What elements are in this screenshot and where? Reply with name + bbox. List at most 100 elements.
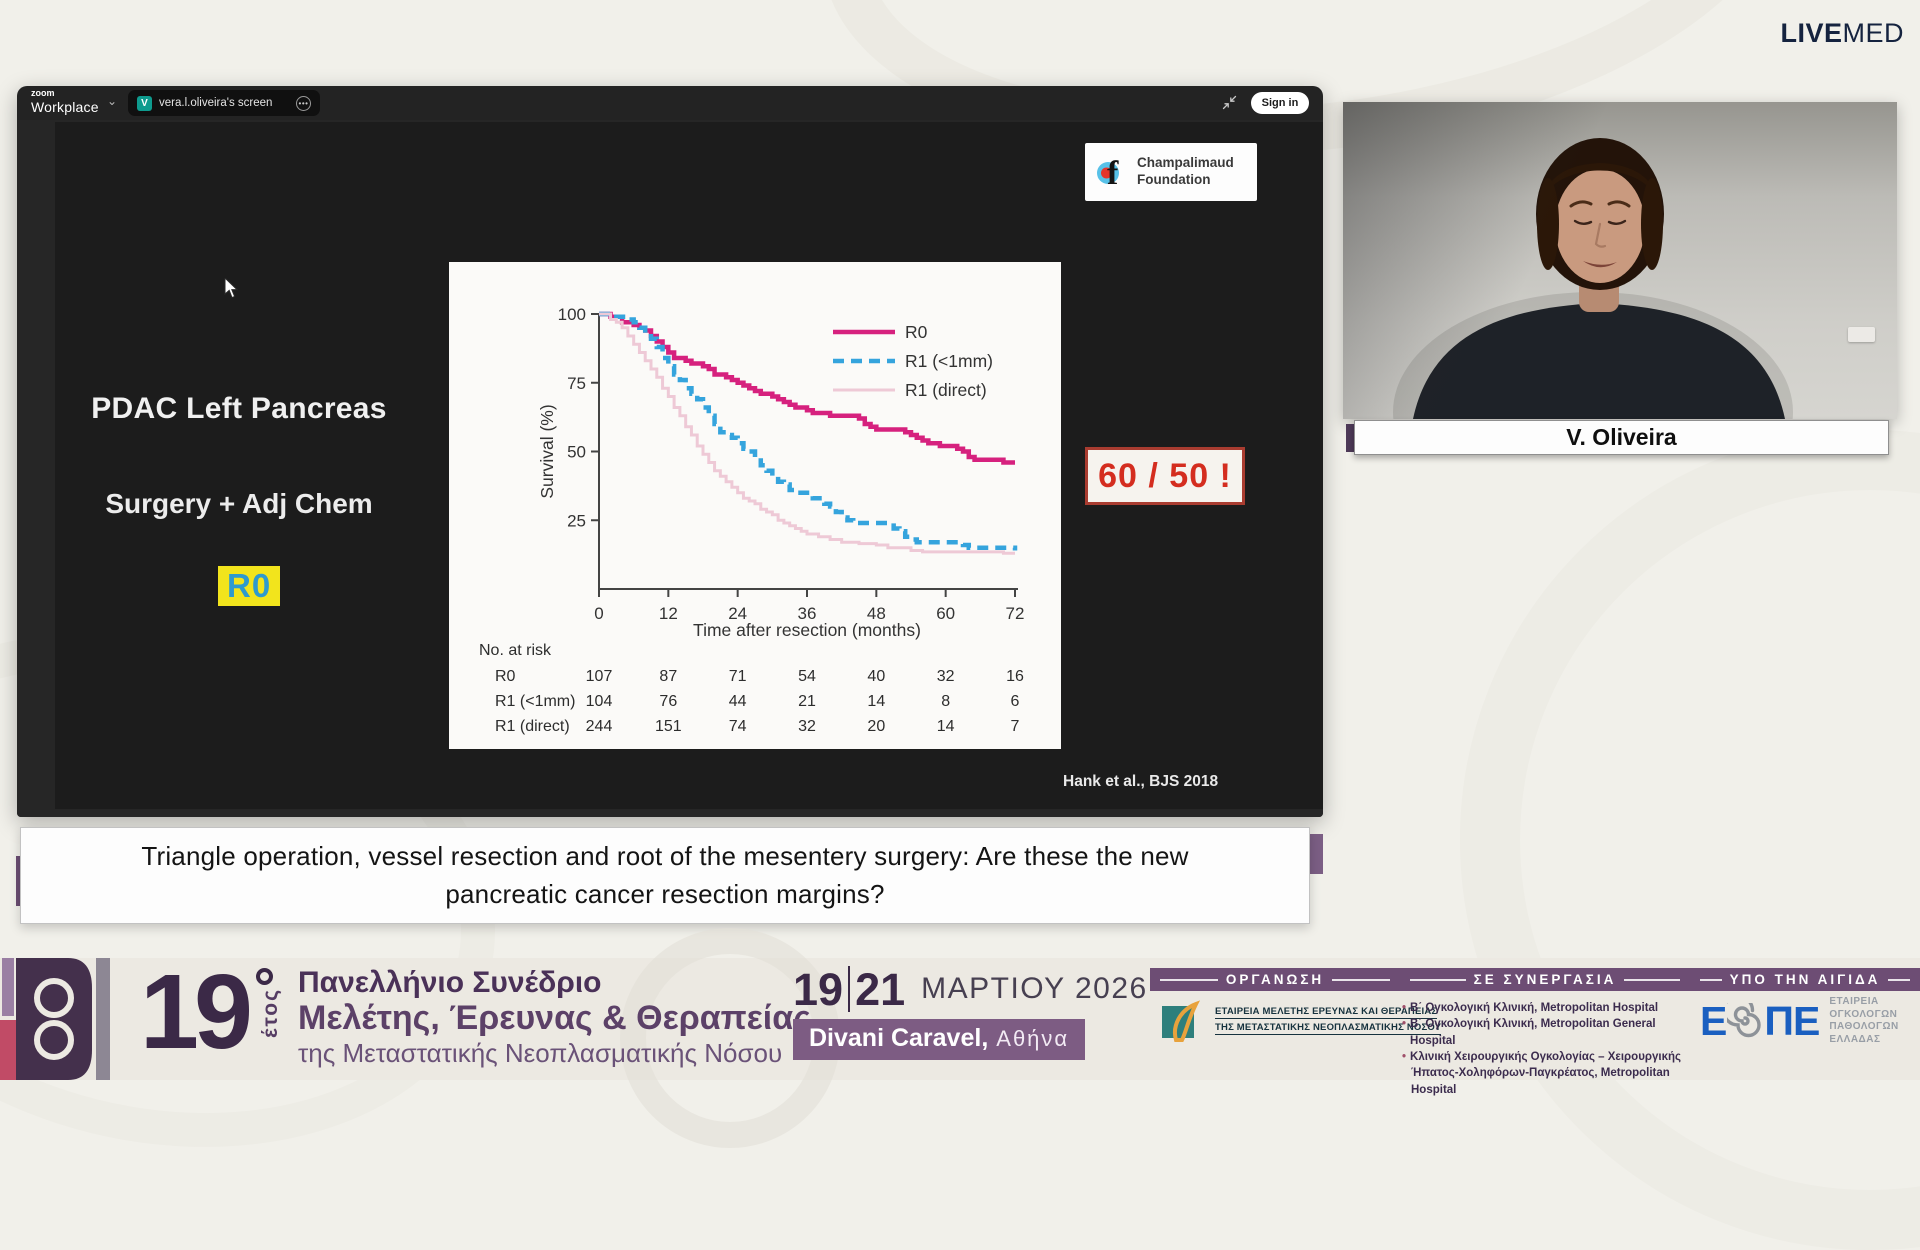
risk-table-cell: 74 xyxy=(728,718,747,735)
collapse-window-icon[interactable] xyxy=(1222,95,1237,110)
svg-text:72: 72 xyxy=(1006,604,1025,623)
svg-text:25: 25 xyxy=(567,511,586,530)
risk-table-cell: 151 xyxy=(654,718,682,735)
speaker-nameplate: V. Oliveira xyxy=(1354,420,1889,455)
risk-table-cell: R1 (<1mm) xyxy=(495,693,576,710)
date-day1: 19 xyxy=(793,963,844,1015)
more-options-icon[interactable]: ••• xyxy=(296,95,311,111)
svg-text:Survival (%): Survival (%) xyxy=(537,404,557,498)
risk-table-cell: R0 xyxy=(495,668,516,685)
svg-text:60: 60 xyxy=(936,604,955,623)
eope-org-name: ΕΤΑΙΡΕΙΑ ΟΓΚΟΛΟΓΩΝ ΠΑΘΟΛΟΓΩΝ ΕΛΛΑΔΑΣ xyxy=(1829,996,1898,1046)
screen-share-tab[interactable]: V vera.l.oliveira's screen ••• xyxy=(128,90,320,116)
date-day2: 21 xyxy=(855,963,906,1015)
risk-table-cell: 87 xyxy=(659,668,678,685)
venue-name: Divani Caravel, xyxy=(809,1024,989,1052)
risk-table-cell: 7 xyxy=(1010,718,1020,735)
chevron-down-icon[interactable]: ⌄ xyxy=(107,94,118,108)
eope-org-line: ΕΛΛΑΔΑΣ xyxy=(1829,1033,1881,1045)
video-vignette xyxy=(1343,102,1897,419)
shared-screen: f Champalimaud Foundation PDAC Left Panc… xyxy=(17,120,1323,817)
year-degree-mark xyxy=(255,968,273,985)
zoom-titlebar: zoom Workplace ⌄ V vera.l.oliveira's scr… xyxy=(17,86,1323,120)
svg-text:0: 0 xyxy=(594,604,603,623)
svg-text:50: 50 xyxy=(567,443,586,462)
venue-box: Divani Caravel, Αθήνα xyxy=(793,1019,1086,1060)
risk-table-cell: 6 xyxy=(1010,693,1020,710)
tab-title: vera.l.oliveira's screen xyxy=(159,97,273,109)
background-swirl xyxy=(1460,430,1920,1250)
annotation-60-50: 60 / 50 ! xyxy=(1085,447,1245,505)
eope-letter-e2: Ε xyxy=(1792,997,1820,1044)
kaplan-meier-chart: 100 75 50 25 0 12 24 36 48 60 72 Time after resecti… xyxy=(537,305,1025,640)
mouse-cursor xyxy=(224,278,239,299)
risk-table-cell: 40 xyxy=(867,668,886,685)
header-partnership: ΣΕ ΣΥΝΕΡΓΑΣΙΑ xyxy=(1400,968,1690,991)
talk-title-line2: pancreatic cancer resection margins? xyxy=(445,878,885,909)
risk-table-cell: 32 xyxy=(936,668,955,685)
risk-table-cell: No. at risk xyxy=(479,642,552,659)
speaker-portrait xyxy=(1393,138,1793,419)
congress-date: 19 21 ΜΑΡΤΙΟΥ 2026 Divani Caravel, Αθήνα xyxy=(793,966,1148,1060)
nameplate-accent xyxy=(1346,424,1356,452)
footer-header-band: ΟΡΓΑΝΩΣΗ ΣΕ ΣΥΝΕΡΓΑΣΙΑ ΥΠΟ ΤΗΝ ΑΙΓΙΔΑ xyxy=(1150,968,1920,991)
zoom-workplace-logo[interactable]: zoom Workplace xyxy=(31,88,99,115)
slide-heading: PDAC Left Pancreas xyxy=(91,392,387,425)
partnership-item: • Β΄ Ογκολογική Κλινική, Metropolitan Gen… xyxy=(1402,1018,1656,1047)
partnership-item: Ήπατος-Χοληφόρων-Παγκρέατος, Metropolita… xyxy=(1411,1067,1670,1096)
year-number: 19 xyxy=(140,953,253,1071)
svg-text:Time after resection (months): Time after resection (months) xyxy=(693,620,921,640)
venue-city: Αθήνα xyxy=(996,1026,1070,1051)
sign-in-button[interactable]: Sign in xyxy=(1251,92,1309,114)
header-organisation: ΟΡΓΑΝΩΣΗ xyxy=(1150,968,1400,991)
svg-text:75: 75 xyxy=(567,374,586,393)
svg-text:48: 48 xyxy=(867,604,886,623)
partnership-item: • Β΄ Ογκολογική Κλινική, Metropolitan Hos… xyxy=(1402,1002,1659,1014)
svg-text:12: 12 xyxy=(659,604,678,623)
risk-table-cell: 16 xyxy=(1006,668,1024,685)
risk-table-cell: 44 xyxy=(728,693,747,710)
year-word: έτος xyxy=(258,988,282,1039)
livemed-med: MED xyxy=(1842,18,1904,48)
risk-table-cell: 107 xyxy=(585,668,613,685)
risk-table-cell: R1 (direct) xyxy=(495,718,570,735)
svg-text:100: 100 xyxy=(558,305,586,324)
header-auspices: ΥΠΟ ΤΗΝ ΑΙΓΙΔΑ xyxy=(1690,968,1920,991)
conference-footer: 19 έτος Πανελλήνιο Συνέδριο Μελέτης, Έρε… xyxy=(0,928,1920,1148)
svg-text:R1 (<1mm): R1 (<1mm) xyxy=(905,351,993,371)
congress-year: 19 έτος xyxy=(140,953,283,1071)
speaker-video-feed xyxy=(1343,102,1897,419)
auspices-block: Ε Π Ε ΕΤΑΙΡΕΙΑ ΟΓΚΟΛΟΓΩΝ ΠΑΘΟΛΟΓΩΝ ΕΛΛΑΔΑΣ xyxy=(1700,996,1899,1046)
date-separator xyxy=(848,966,851,1012)
svg-text:R0: R0 xyxy=(905,322,928,342)
eope-org-line: ΠΑΘΟΛΟΓΩΝ xyxy=(1829,1021,1899,1032)
partnership-item: • Κλινική Χειρουργικής Ογκολογίας – Χειρο… xyxy=(1402,1050,1682,1063)
livemed-live: LIVE xyxy=(1780,18,1843,48)
eope-org-line: ΟΓΚΟΛΟΓΩΝ xyxy=(1829,1008,1898,1020)
talk-title-line1: Triangle operation, vessel resection and… xyxy=(141,841,1189,872)
champalimaud-logo: f Champalimaud Foundation xyxy=(1085,143,1257,201)
emethym-logo xyxy=(1162,1000,1201,1042)
svg-text:24: 24 xyxy=(728,604,747,623)
svg-text:f: f xyxy=(1107,155,1119,192)
congress-line2: Μελέτης, Έρευνας & Θεραπείας xyxy=(298,999,811,1037)
eope-letter-e1: Ε xyxy=(1700,997,1727,1044)
congress-title: Πανελλήνιο Συνέδριο Μελέτης, Έρευνας & Θ… xyxy=(298,966,811,1069)
risk-table-cell: 76 xyxy=(659,693,678,710)
eope-letter-pi: Π xyxy=(1764,997,1794,1044)
zoom-window: zoom Workplace ⌄ V vera.l.oliveira's scr… xyxy=(17,86,1323,817)
slide-subheading: Surgery + Adj Chem xyxy=(105,488,373,519)
organisation-line2: ΤΗΣ ΜΕΤΑΣΤΑΤΙΚΗΣ ΝΕΟΠΛΑΣΜΑΤΙΚΗΣ ΝΟΣΟΥ xyxy=(1215,1022,1442,1035)
partnership-list: • Β΄ Ογκολογική Κλινική, Metropolitan Hos… xyxy=(1402,1000,1702,1098)
risk-table-cell: 21 xyxy=(798,693,816,710)
congress-logo xyxy=(0,958,110,1080)
foundation-name-line1: Champalimaud xyxy=(1137,155,1234,171)
svg-text:36: 36 xyxy=(798,604,817,623)
livemed-logo: LIVEMED xyxy=(1780,18,1904,49)
risk-table-cell: 8 xyxy=(941,693,951,710)
risk-table-cell: 14 xyxy=(867,693,886,710)
champalimaud-cf-icon: f xyxy=(1097,155,1119,192)
wall-ac-unit xyxy=(1848,327,1875,342)
foundation-name-line2: Foundation xyxy=(1137,172,1211,187)
tab-avatar: V xyxy=(137,95,152,111)
